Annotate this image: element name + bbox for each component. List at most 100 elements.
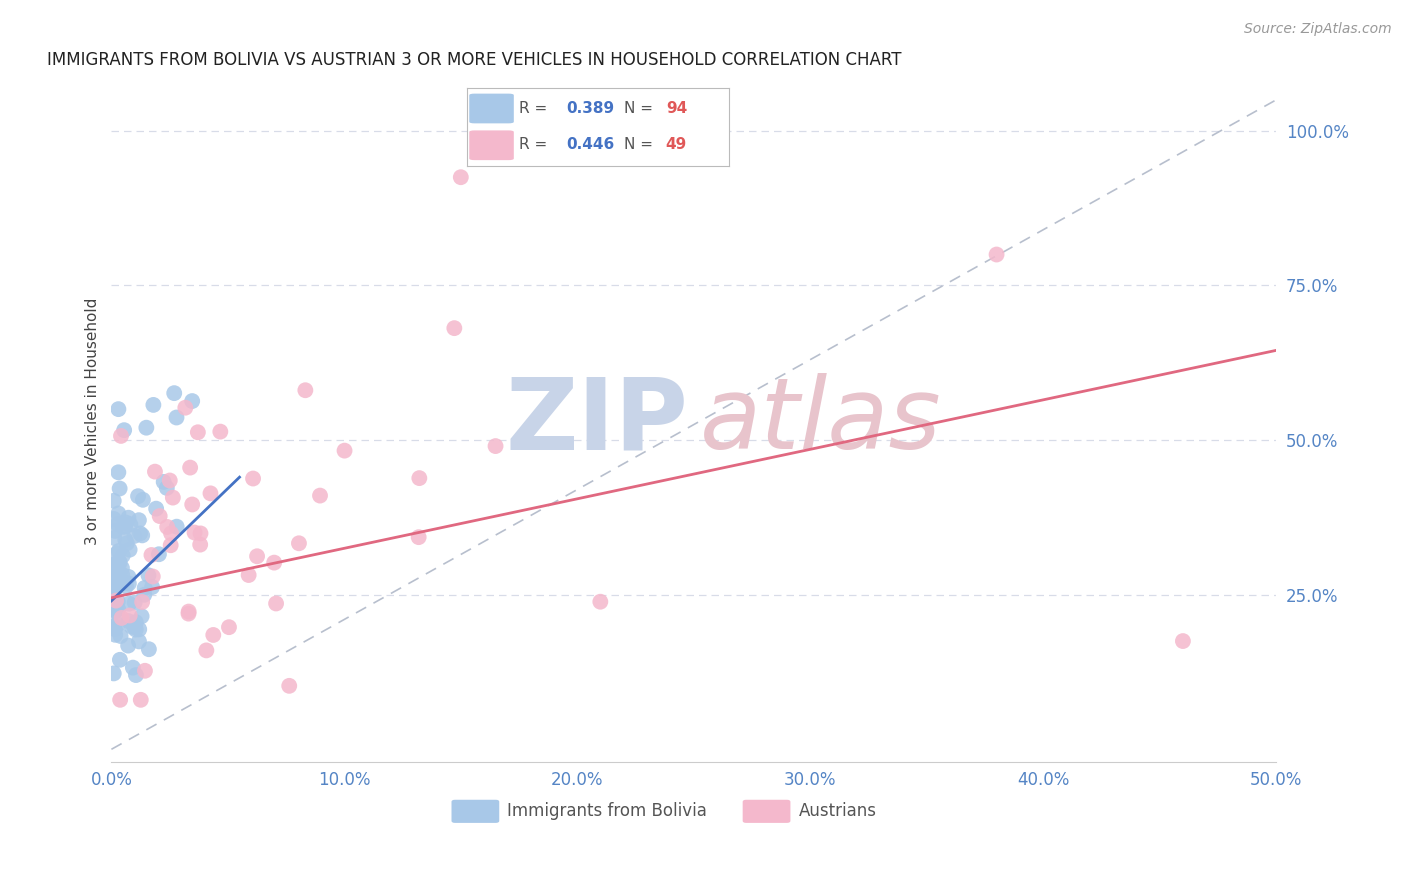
Point	[108, 693, 131, 707]
Point	[202, 628, 225, 642]
Point	[163, 386, 186, 401]
Point	[129, 693, 152, 707]
Point	[589, 595, 612, 609]
Text: Immigrants from Bolivia: Immigrants from Bolivia	[508, 802, 707, 821]
Point	[107, 402, 129, 417]
Point	[103, 619, 125, 633]
Point	[177, 605, 200, 619]
Point	[125, 623, 148, 637]
Point	[117, 510, 139, 524]
Point	[112, 520, 135, 534]
Point	[143, 465, 166, 479]
Point	[264, 597, 287, 611]
Point	[181, 498, 204, 512]
Point	[142, 398, 165, 412]
Point	[103, 561, 125, 575]
Point	[187, 425, 209, 440]
Point	[141, 548, 163, 562]
Point	[103, 493, 125, 508]
Point	[117, 614, 139, 628]
Point	[333, 443, 356, 458]
Point	[152, 475, 174, 489]
Point	[103, 512, 125, 526]
Point	[107, 517, 129, 532]
Point	[121, 619, 143, 633]
Text: Austrians: Austrians	[799, 802, 876, 821]
Point	[103, 531, 125, 545]
Point	[118, 542, 141, 557]
Point	[125, 615, 148, 629]
Point	[103, 666, 125, 681]
Point	[104, 565, 127, 579]
Point	[105, 575, 128, 590]
Point	[156, 481, 179, 495]
Point	[288, 536, 311, 550]
Point	[111, 561, 134, 575]
Point	[110, 629, 132, 643]
Point	[104, 604, 127, 618]
Point	[134, 588, 156, 602]
Point	[177, 607, 200, 621]
Point	[166, 519, 188, 533]
Point	[107, 602, 129, 616]
Point	[104, 622, 127, 636]
Point	[104, 575, 127, 590]
Point	[190, 526, 212, 541]
Point	[181, 394, 204, 409]
Point	[103, 589, 125, 603]
Point	[124, 596, 146, 610]
Point	[105, 593, 128, 607]
Point	[124, 620, 146, 634]
Point	[484, 439, 506, 453]
Point	[408, 471, 430, 485]
Point	[103, 574, 125, 589]
Point	[105, 546, 128, 560]
Point	[114, 519, 136, 533]
Point	[114, 533, 136, 547]
Point	[103, 573, 125, 587]
Point	[104, 628, 127, 642]
Point	[443, 321, 465, 335]
Text: Source: ZipAtlas.com: Source: ZipAtlas.com	[1244, 22, 1392, 37]
Point	[238, 568, 260, 582]
FancyBboxPatch shape	[742, 800, 790, 823]
Point	[174, 401, 197, 415]
Point	[118, 608, 141, 623]
Point	[125, 668, 148, 682]
Point	[188, 538, 211, 552]
Point	[132, 492, 155, 507]
Point	[127, 489, 149, 503]
Point	[122, 660, 145, 674]
Point	[209, 425, 232, 439]
Point	[107, 507, 129, 521]
Point	[218, 620, 240, 634]
Point	[104, 604, 127, 618]
Point	[128, 513, 150, 527]
Point	[114, 575, 136, 590]
Point	[115, 579, 138, 593]
Point	[1171, 634, 1194, 648]
Point	[263, 556, 285, 570]
Point	[110, 611, 132, 625]
Y-axis label: 3 or more Vehicles in Household: 3 or more Vehicles in Household	[86, 298, 100, 545]
Point	[110, 429, 132, 443]
Point	[103, 572, 125, 586]
Point	[195, 643, 218, 657]
Point	[129, 526, 152, 541]
Point	[108, 653, 131, 667]
Point	[166, 410, 188, 425]
Point	[309, 489, 332, 503]
Point	[450, 170, 472, 185]
Point	[107, 465, 129, 479]
Point	[111, 567, 134, 582]
Point	[142, 569, 165, 583]
Point	[112, 423, 135, 437]
Point	[160, 526, 183, 541]
Point	[107, 544, 129, 558]
Point	[103, 558, 125, 573]
Point	[242, 471, 264, 485]
Point	[103, 594, 125, 608]
Point	[103, 602, 125, 616]
Point	[103, 565, 125, 579]
Text: atlas: atlas	[700, 373, 941, 470]
